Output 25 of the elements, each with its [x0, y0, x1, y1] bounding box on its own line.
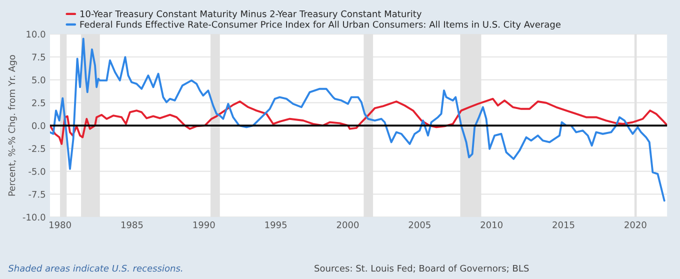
y-tick-label: -5.0 — [28, 168, 46, 175]
x-tick-label: 2005 — [408, 221, 430, 228]
x-tick-label: 1990 — [193, 221, 215, 228]
x-tick-label: 2000 — [336, 221, 359, 228]
y-tick-label: 2.5 — [32, 99, 46, 106]
y-tick-label: 7.5 — [32, 54, 46, 60]
x-tick-label: 2010 — [480, 221, 502, 228]
y-tick-label: -10.0 — [22, 214, 46, 221]
y-axis-title: Percent, %-% Chg. from Yr. Ago — [8, 55, 17, 196]
y-tick-label: -2.5 — [28, 145, 46, 152]
source-note: Sources: St. Louis Fed; Board of Governors; BLS — [314, 264, 529, 273]
line-series — [50, 98, 668, 145]
text: Shaded areas indicate U.S. recessions. — [8, 264, 182, 272]
y-tick-label: 0.0 — [32, 122, 46, 130]
x-tick-label: 1995 — [265, 221, 287, 228]
line-series — [50, 38, 666, 202]
legend-label: 10-Year Treasury Constant Maturity Minus 2-Year Treasury Constant Maturity — [80, 10, 422, 19]
y-tick-label: -7.5 — [28, 191, 46, 198]
y-tick-label: 10.0 — [26, 30, 46, 38]
legend-label: Federal Funds Effective Rate-Consumer Price Index for All Urban Consumers: All Items in U.S. City Average — [80, 20, 560, 30]
x-tick-label: 1980 — [50, 221, 71, 228]
x-tick-label: 1985 — [121, 221, 143, 228]
y-tick-label: 5.0 — [32, 76, 46, 84]
x-tick-label: 2015 — [552, 221, 574, 228]
x-tick-label: 2020 — [624, 221, 646, 228]
